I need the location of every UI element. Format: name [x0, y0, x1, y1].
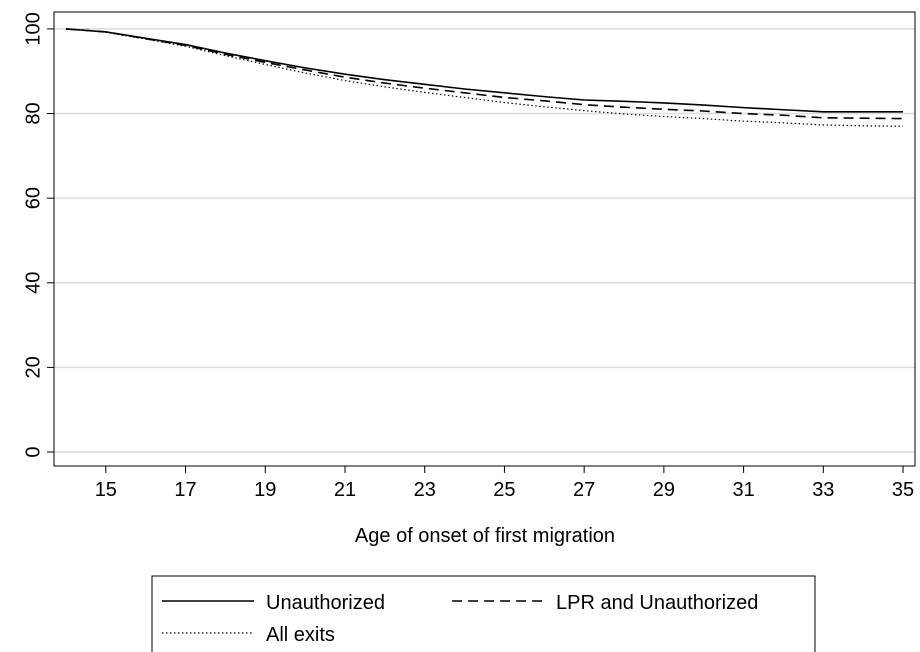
x-tick-label: 17: [174, 479, 196, 501]
y-tick-label: 0: [22, 446, 44, 457]
x-tick-label: 35: [892, 479, 914, 501]
y-tick-label: 20: [22, 356, 44, 378]
x-tick-label: 15: [95, 479, 117, 501]
x-tick-label: 23: [414, 479, 436, 501]
line: [65, 28, 904, 127]
y-tick-label: 60: [22, 187, 44, 209]
x-tick-label: 29: [653, 479, 675, 501]
x-tick-label: 31: [732, 479, 754, 501]
legend-box: [151, 575, 816, 652]
x-tick-label: 27: [573, 479, 595, 501]
legend-label: All exits: [266, 624, 335, 646]
line: [65, 28, 904, 113]
line: [65, 28, 904, 120]
y-tick-label: 100: [22, 12, 44, 45]
y-tick-label: 40: [22, 272, 44, 294]
y-tick-label: 80: [22, 102, 44, 124]
x-axis-label: Age of onset of first migration: [355, 525, 615, 547]
x-tick-label: 33: [812, 479, 834, 501]
x-tick-label: 19: [254, 479, 276, 501]
x-tick-label: 25: [493, 479, 515, 501]
legend-label: Unauthorized: [266, 592, 385, 614]
plot-frame: [53, 11, 916, 467]
legend-label: LPR and Unauthorized: [556, 592, 758, 614]
x-tick-label: 21: [334, 479, 356, 501]
